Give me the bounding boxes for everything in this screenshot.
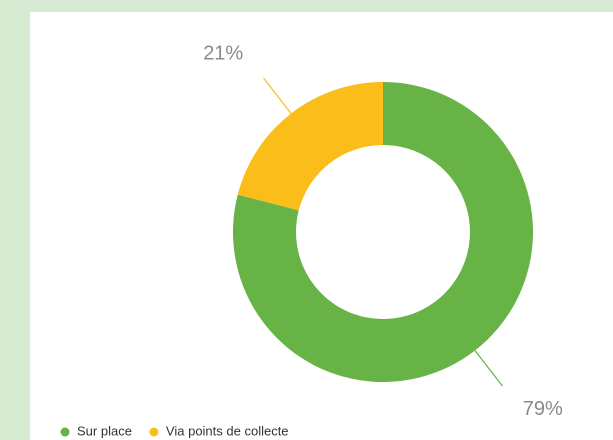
leader-line (474, 350, 503, 387)
legend-label: Via points de collecte (166, 423, 289, 438)
legend-label: Sur place (77, 423, 132, 438)
legend-marker (60, 427, 70, 437)
legend-marker (149, 427, 159, 437)
donut-slice (237, 82, 383, 211)
data-label: 79% (523, 398, 563, 420)
data-label: 21% (203, 42, 243, 64)
leader-line (263, 77, 292, 114)
donut-slice (232, 82, 533, 382)
